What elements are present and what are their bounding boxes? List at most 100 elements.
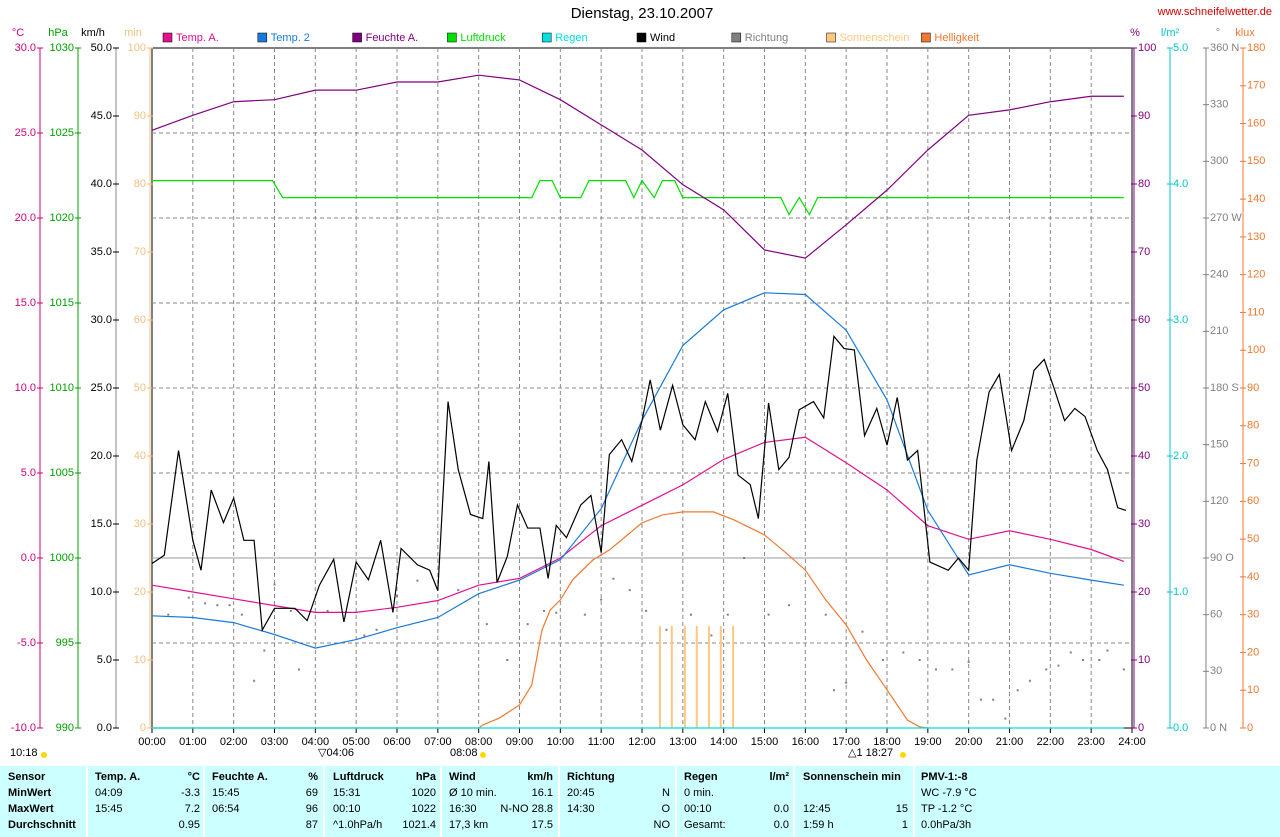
annotation: △1 18:27	[848, 747, 893, 759]
x-tick-label: 00:00	[138, 736, 166, 748]
table-cell: 1	[901, 819, 908, 831]
y-tick-label: 10	[1138, 654, 1150, 666]
direction-dot	[600, 598, 603, 601]
y-tick-label: 10	[1247, 684, 1259, 696]
legend-label: Wind	[650, 32, 675, 44]
series-line	[151, 436, 1125, 613]
table-cell: 0.0hPa/3h	[921, 819, 972, 831]
row-label: Durchschnitt	[8, 819, 76, 831]
direction-dot	[665, 628, 668, 631]
legend-label: Luftdruck	[460, 32, 506, 44]
y-tick-label: 100	[1247, 344, 1265, 356]
legend-swatch	[447, 32, 457, 43]
direction-dot	[992, 698, 995, 701]
direction-dot	[167, 613, 170, 616]
legend-swatch	[352, 32, 362, 43]
y-tick-label: 5.0	[21, 467, 36, 479]
header-cell: Feuchte A.	[212, 771, 268, 783]
direction-dot	[1098, 659, 1101, 661]
y-tick-label: 20.0	[91, 450, 112, 462]
table-cell: 04:09	[95, 787, 123, 799]
x-tick-label: 04:00	[302, 736, 330, 748]
table-cell: 15:31	[333, 787, 361, 799]
direction-dot	[543, 609, 545, 612]
y-tick-label: 100	[128, 42, 146, 54]
direction-dot	[253, 679, 256, 682]
table-cell: ^1.0hPa/h	[333, 819, 383, 831]
direction-dot	[228, 604, 231, 607]
legend-label: Sonnenschein	[840, 32, 910, 44]
axis-unit: °C	[12, 27, 24, 39]
direction-dot	[1082, 659, 1084, 661]
direction-dot	[1028, 679, 1031, 682]
table-cell: 0.0	[773, 819, 789, 831]
x-tick-label: 01:00	[179, 736, 207, 748]
table-cell: WC -7.9 °C	[921, 787, 977, 799]
y-tick-label: 120	[1210, 495, 1228, 507]
y-tick-label: 90	[1138, 110, 1150, 122]
axis-unit: km/h	[81, 27, 105, 39]
header-cell: %	[308, 771, 318, 783]
table-cell: 1020	[411, 787, 436, 799]
y-tick-label: 0	[140, 722, 146, 734]
y-tick-label: 0 N	[1210, 722, 1227, 734]
table-cell: 17,3 km	[449, 819, 489, 831]
direction-dot	[363, 634, 366, 637]
y-tick-label: 140	[1247, 193, 1265, 205]
direction-dot	[416, 579, 419, 582]
y-tick-label: 0	[1247, 722, 1253, 734]
direction-dot	[767, 613, 770, 616]
table-cell: 06:54	[212, 803, 240, 815]
y-tick-label: 240	[1210, 269, 1228, 281]
y-tick-label: 2.0	[1173, 450, 1188, 462]
y-tick-label: 360 N	[1210, 42, 1239, 54]
direction-dot	[396, 594, 398, 597]
direction-dot	[861, 630, 864, 633]
legend-swatch	[162, 32, 173, 43]
direction-dot	[824, 613, 827, 616]
header-cell: Luftdruck	[333, 771, 384, 783]
annotation: 08:08	[450, 747, 478, 759]
row-label: MinWert	[8, 787, 52, 799]
y-tick-label: 70	[1247, 457, 1259, 469]
y-tick-label: 1025	[50, 127, 74, 139]
y-tick-label: 30.0	[15, 42, 36, 54]
y-tick-label: 60	[1138, 314, 1150, 326]
y-tick-label: 3.0	[1173, 314, 1188, 326]
y-tick-label: 50	[134, 382, 146, 394]
x-tick-label: 24:00	[1118, 736, 1146, 748]
y-tick-label: 30	[1210, 665, 1222, 677]
y-tick-label: 15.0	[91, 518, 112, 530]
direction-dot	[526, 623, 529, 626]
legend-swatch	[257, 32, 268, 43]
direction-dot	[881, 659, 884, 661]
y-tick-label: 0.0	[97, 722, 112, 734]
y-tick-label: 15.0	[15, 297, 36, 309]
table-cell: 87	[305, 819, 318, 831]
y-tick-label: 1005	[50, 467, 74, 479]
y-tick-label: 30	[134, 518, 146, 530]
table-cell: 96	[305, 803, 318, 815]
header-cell: Regen	[684, 771, 718, 783]
separator	[203, 766, 205, 837]
legend-swatch	[731, 32, 742, 43]
y-tick-label: 80	[1247, 420, 1259, 432]
x-tick-label: 23:00	[1077, 736, 1105, 748]
y-tick-label: 0.0	[21, 552, 36, 564]
direction-dot	[612, 577, 615, 580]
y-tick-label: 40	[1247, 571, 1259, 583]
y-tick-label: 30.0	[91, 314, 112, 326]
y-tick-label: 150	[1247, 155, 1265, 167]
direction-dot	[1016, 689, 1019, 692]
header-cell: hPa	[415, 771, 436, 783]
series-line	[152, 511, 928, 729]
axis-unit: hPa	[48, 27, 68, 39]
y-tick-label: 70	[1138, 246, 1150, 258]
y-tick-label: 130	[1247, 231, 1265, 243]
table-cell: 17.5	[531, 819, 553, 831]
table-cell: 1022	[411, 803, 436, 815]
table-cell: 7.2	[184, 803, 200, 815]
separator	[86, 766, 88, 837]
direction-dot	[289, 609, 292, 612]
direction-dot	[263, 649, 266, 652]
